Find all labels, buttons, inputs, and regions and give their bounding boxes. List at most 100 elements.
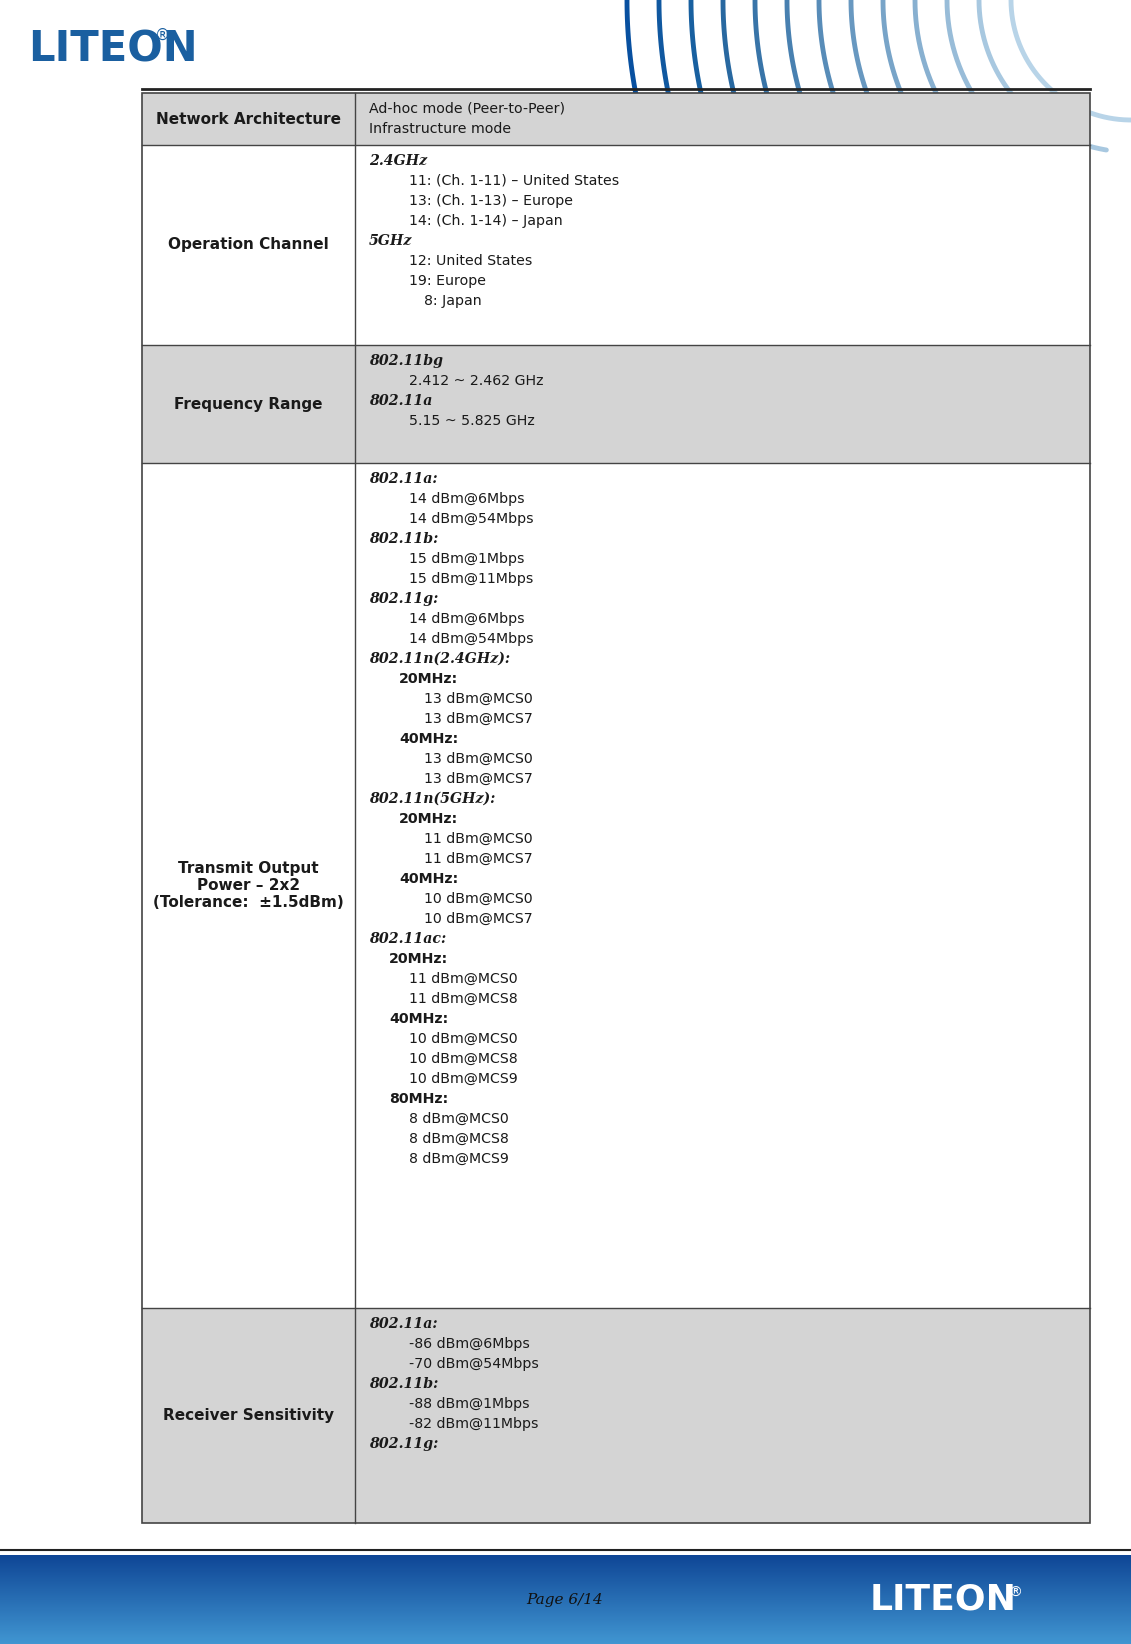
Bar xyxy=(0,1619,1131,1621)
Bar xyxy=(0,1605,1131,1608)
Text: 14: (Ch. 1-14) – Japan: 14: (Ch. 1-14) – Japan xyxy=(409,214,563,229)
Text: 13 dBm@MCS7: 13 dBm@MCS7 xyxy=(424,773,533,786)
Text: 11 dBm@MCS0: 11 dBm@MCS0 xyxy=(424,832,533,847)
Bar xyxy=(0,1600,1131,1601)
Text: -88 dBm@1Mbps: -88 dBm@1Mbps xyxy=(409,1397,529,1411)
Bar xyxy=(0,1616,1131,1618)
Text: 20MHz:: 20MHz: xyxy=(399,672,458,686)
Bar xyxy=(0,1573,1131,1575)
Bar xyxy=(0,1623,1131,1624)
Text: 802.11b:: 802.11b: xyxy=(369,1378,439,1391)
Bar xyxy=(0,1580,1131,1583)
Text: ®: ® xyxy=(1008,1585,1022,1600)
Text: Network Architecture: Network Architecture xyxy=(156,112,342,127)
Bar xyxy=(0,1629,1131,1631)
Text: Receiver Sensitivity: Receiver Sensitivity xyxy=(163,1407,334,1424)
Text: 8 dBm@MCS8: 8 dBm@MCS8 xyxy=(409,1133,509,1146)
Bar xyxy=(0,1626,1131,1628)
Bar xyxy=(0,1611,1131,1613)
Bar xyxy=(0,1621,1131,1623)
Text: 10 dBm@MCS0: 10 dBm@MCS0 xyxy=(424,893,533,906)
Bar xyxy=(0,1583,1131,1586)
Text: 80MHz:: 80MHz: xyxy=(389,1092,448,1106)
Bar xyxy=(0,1565,1131,1567)
Text: 802.11a: 802.11a xyxy=(369,395,432,408)
Text: 20MHz:: 20MHz: xyxy=(399,812,458,825)
Text: ®: ® xyxy=(155,28,171,43)
Bar xyxy=(0,1591,1131,1593)
Bar xyxy=(0,1555,1131,1557)
Bar xyxy=(0,1583,1131,1585)
Bar xyxy=(0,1586,1131,1588)
Bar xyxy=(0,1557,1131,1559)
Text: 802.11a:: 802.11a: xyxy=(369,472,438,487)
Bar xyxy=(0,1570,1131,1572)
Bar xyxy=(0,1582,1131,1583)
Bar xyxy=(0,1567,1131,1568)
Bar xyxy=(0,1628,1131,1629)
Text: 802.11n(2.4GHz):: 802.11n(2.4GHz): xyxy=(369,653,510,666)
Text: 40MHz:: 40MHz: xyxy=(399,732,458,746)
Text: 19: Europe: 19: Europe xyxy=(409,275,486,288)
Bar xyxy=(0,1595,1131,1596)
Bar xyxy=(0,1560,1131,1562)
Text: 11 dBm@MCS0: 11 dBm@MCS0 xyxy=(409,972,518,986)
Bar xyxy=(0,1567,1131,1570)
Text: 2.4GHz: 2.4GHz xyxy=(369,155,428,168)
Text: Operation Channel: Operation Channel xyxy=(169,237,329,253)
Bar xyxy=(0,1614,1131,1616)
Bar xyxy=(0,1632,1131,1636)
Bar xyxy=(0,1598,1131,1600)
Text: LITEON: LITEON xyxy=(870,1583,1017,1616)
Bar xyxy=(0,1575,1131,1577)
Bar xyxy=(0,1608,1131,1611)
Bar xyxy=(0,1611,1131,1614)
Text: 11 dBm@MCS8: 11 dBm@MCS8 xyxy=(409,991,518,1006)
Text: 14 dBm@54Mbps: 14 dBm@54Mbps xyxy=(409,511,534,526)
Text: 2.412 ~ 2.462 GHz: 2.412 ~ 2.462 GHz xyxy=(409,373,544,388)
Bar xyxy=(0,1639,1131,1642)
Bar xyxy=(143,94,1090,145)
Text: 10 dBm@MCS0: 10 dBm@MCS0 xyxy=(409,1032,518,1046)
Text: 11 dBm@MCS7: 11 dBm@MCS7 xyxy=(424,852,533,866)
Bar xyxy=(0,1588,1131,1590)
Bar xyxy=(0,1621,1131,1624)
Bar xyxy=(0,1577,1131,1580)
Bar xyxy=(0,1577,1131,1578)
Bar xyxy=(0,1632,1131,1634)
Text: 802.11g:: 802.11g: xyxy=(369,1437,439,1452)
Bar xyxy=(0,1624,1131,1626)
Text: 802.11g:: 802.11g: xyxy=(369,592,439,607)
Text: 40MHz:: 40MHz: xyxy=(389,1013,448,1026)
Bar xyxy=(0,1578,1131,1580)
Bar xyxy=(0,1573,1131,1577)
Text: 40MHz:: 40MHz: xyxy=(399,871,458,886)
Bar xyxy=(0,1559,1131,1560)
Text: 11: (Ch. 1-11) – United States: 11: (Ch. 1-11) – United States xyxy=(409,174,620,187)
Bar xyxy=(0,1598,1131,1601)
Text: 15 dBm@1Mbps: 15 dBm@1Mbps xyxy=(409,552,525,566)
Text: 12: United States: 12: United States xyxy=(409,255,533,268)
Bar xyxy=(0,1603,1131,1605)
Bar xyxy=(0,1614,1131,1618)
Text: -70 dBm@54Mbps: -70 dBm@54Mbps xyxy=(409,1356,538,1371)
Bar xyxy=(0,1580,1131,1582)
Bar xyxy=(143,94,1090,1522)
Text: 13 dBm@MCS7: 13 dBm@MCS7 xyxy=(424,712,533,727)
Bar xyxy=(0,1608,1131,1609)
Text: 8: Japan: 8: Japan xyxy=(424,294,482,307)
Bar xyxy=(0,1609,1131,1611)
Bar xyxy=(0,1570,1131,1573)
Text: 802.11ac:: 802.11ac: xyxy=(369,932,447,945)
Text: 13 dBm@MCS0: 13 dBm@MCS0 xyxy=(424,692,533,705)
Text: 13 dBm@MCS0: 13 dBm@MCS0 xyxy=(424,751,533,766)
Text: 8 dBm@MCS0: 8 dBm@MCS0 xyxy=(409,1111,509,1126)
Bar xyxy=(0,1618,1131,1619)
Bar xyxy=(0,1595,1131,1598)
Bar xyxy=(0,1642,1131,1644)
Bar xyxy=(0,1636,1131,1637)
Text: -82 dBm@11Mbps: -82 dBm@11Mbps xyxy=(409,1417,538,1430)
Bar xyxy=(0,1593,1131,1595)
Text: 14 dBm@54Mbps: 14 dBm@54Mbps xyxy=(409,631,534,646)
Text: 10 dBm@MCS9: 10 dBm@MCS9 xyxy=(409,1072,518,1087)
